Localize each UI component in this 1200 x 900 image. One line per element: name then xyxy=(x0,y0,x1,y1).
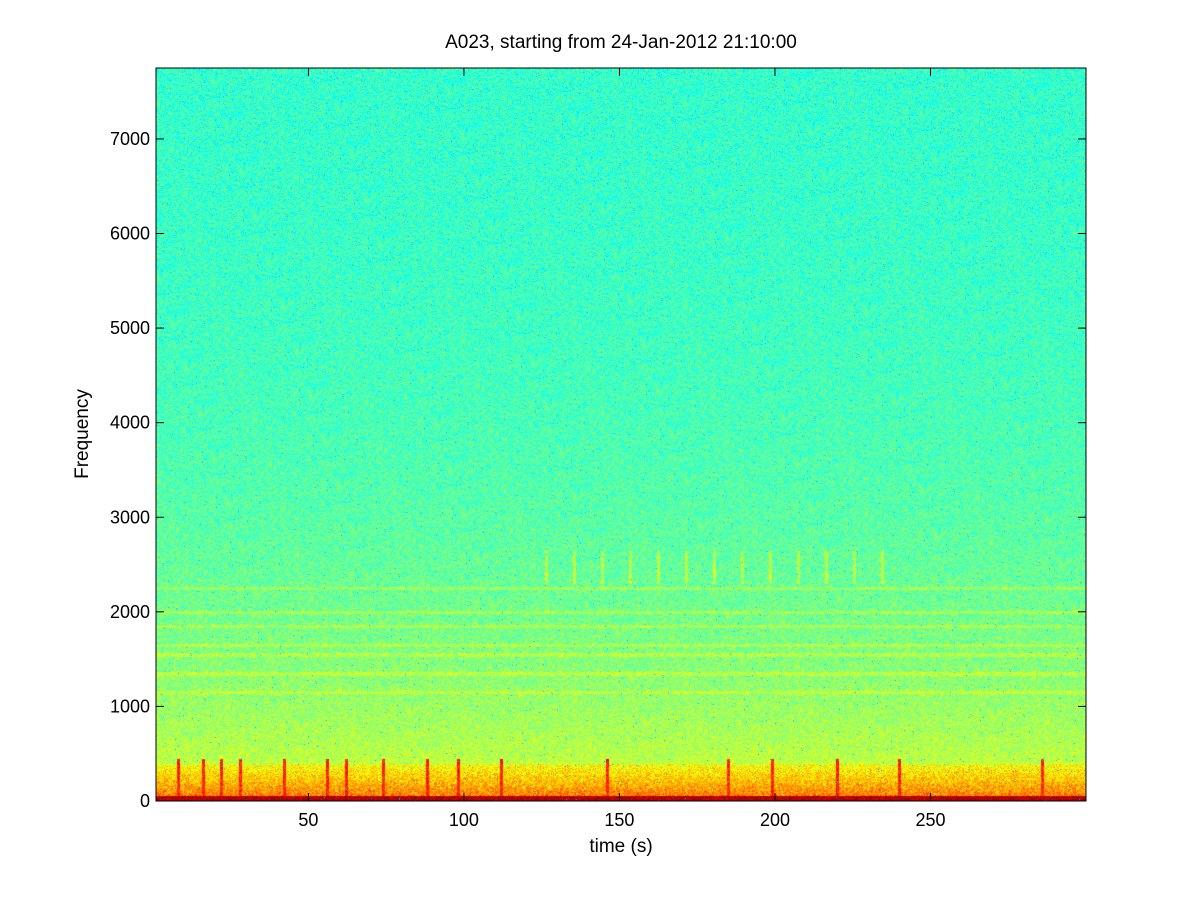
y-axis-label: Frequency xyxy=(72,389,93,479)
y-tick-label: 7000 xyxy=(110,129,150,149)
x-tick-label: 200 xyxy=(760,810,790,830)
x-tick-label: 50 xyxy=(298,810,318,830)
y-tick-label: 4000 xyxy=(110,413,150,433)
y-tick-label: 6000 xyxy=(110,224,150,244)
x-tick-label: 100 xyxy=(449,810,479,830)
x-axis-ticks: 50 100 150 200 250 xyxy=(298,68,946,830)
y-tick-label: 1000 xyxy=(110,696,150,716)
x-axis-label: time (s) xyxy=(589,836,653,857)
spectrogram-image xyxy=(156,68,1086,801)
y-tick-label: 2000 xyxy=(110,602,150,622)
chart-title: A023, starting from 24-Jan-2012 21:10:00 xyxy=(445,32,797,53)
y-tick-label: 3000 xyxy=(110,507,150,527)
y-axis-ticks: 0 1000 2000 3000 4000 5000 6000 7000 xyxy=(110,129,1086,811)
x-tick-label: 150 xyxy=(604,810,634,830)
y-tick-label: 0 xyxy=(140,791,150,811)
axes-frame xyxy=(155,67,1087,802)
x-tick-label: 250 xyxy=(915,810,945,830)
y-tick-label: 5000 xyxy=(110,318,150,338)
